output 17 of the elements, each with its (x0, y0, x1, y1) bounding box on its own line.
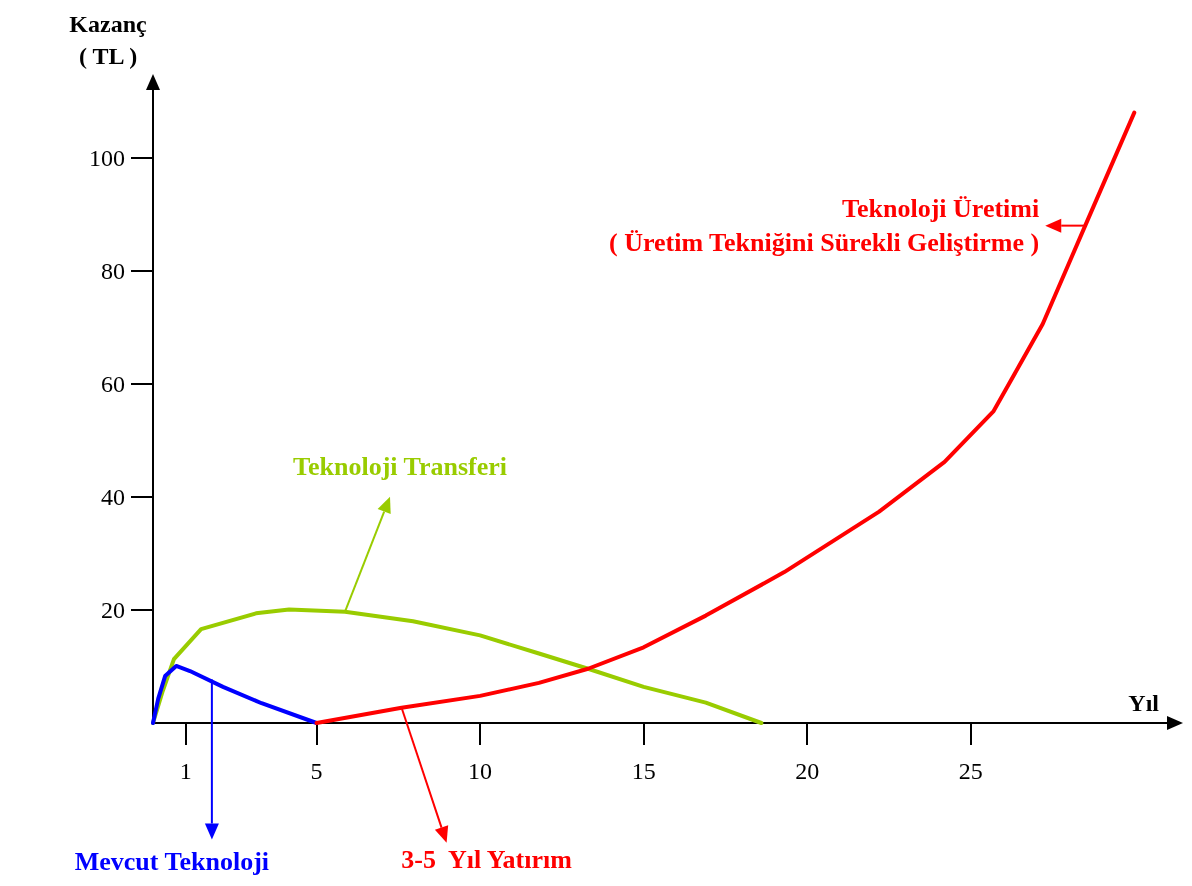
annotation: Mevcut Teknoloji (74, 846, 270, 876)
x-tick-label: 5 (310, 758, 323, 784)
x-tick-label: 20 (795, 758, 820, 784)
y-axis-title: Kazanç ( TL ) (69, 11, 147, 69)
x-tick-label: 1 (179, 758, 192, 784)
y-tick-label: 20 (101, 596, 125, 623)
annotation: 3-5 Yıl Yatırım (401, 845, 573, 875)
annotation: Teknoloji Transferi (292, 452, 508, 482)
annotation: Teknoloji Üretimi ( Üretim Tekniğini Sürekli Geliştirme ) (609, 194, 1040, 258)
x-tick-label: 25 (958, 758, 983, 784)
y-tick-label: 40 (101, 483, 125, 510)
x-tick-label: 10 (468, 758, 493, 784)
x-tick-label: 15 (631, 758, 656, 784)
y-tick-label: 60 (101, 370, 125, 397)
x-axis-title: Yıl (1128, 690, 1160, 716)
y-tick-label: 80 (101, 257, 125, 284)
y-tick-label: 100 (89, 144, 125, 171)
